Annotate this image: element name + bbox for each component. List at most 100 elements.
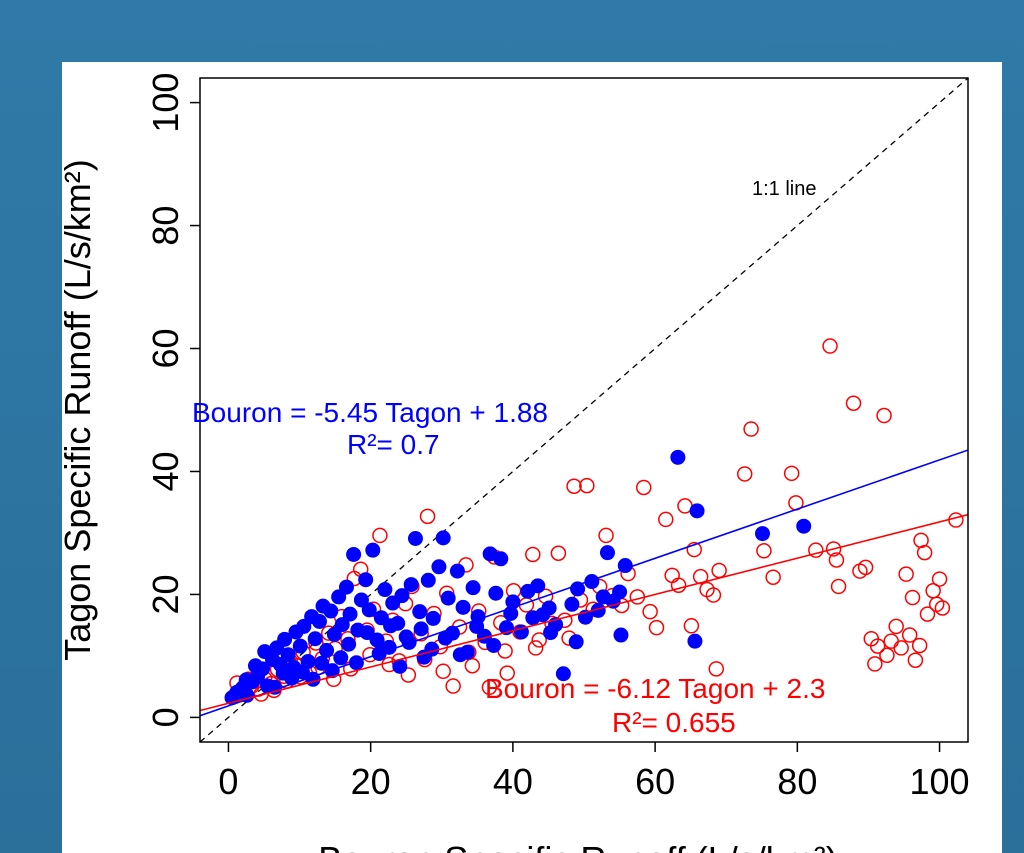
data-point — [307, 631, 323, 647]
data-point — [689, 503, 705, 519]
data-point — [566, 478, 582, 494]
data-point — [413, 621, 429, 637]
data-point — [664, 567, 680, 584]
fit-line-red — [200, 513, 968, 712]
series-blue — [224, 449, 812, 706]
x-tick-label: 0 — [218, 761, 238, 802]
data-point — [825, 541, 842, 557]
data-point — [869, 638, 886, 654]
data-point — [670, 449, 686, 465]
data-point — [353, 592, 369, 608]
data-point — [934, 600, 951, 616]
data-point — [400, 667, 417, 683]
x-axis: 0 20 40 60 80 100 — [218, 742, 970, 802]
data-point — [904, 589, 921, 606]
data-point — [613, 627, 629, 643]
data-point — [530, 578, 546, 594]
data-point — [683, 618, 700, 634]
data-point — [403, 577, 419, 593]
data-point — [867, 656, 883, 672]
data-point — [419, 508, 436, 525]
data-point — [876, 407, 892, 424]
data-point — [238, 672, 254, 688]
data-point — [247, 658, 263, 674]
y-tick-label: 20 — [145, 574, 186, 614]
data-point — [830, 578, 847, 595]
data-point — [584, 574, 600, 590]
data-point — [319, 642, 335, 658]
x-tick-label: 80 — [777, 761, 817, 802]
data-point — [525, 610, 541, 626]
data-point — [365, 542, 381, 558]
data-point — [372, 527, 388, 544]
data-point — [808, 542, 824, 558]
data-point — [455, 599, 471, 615]
data-point — [435, 530, 451, 546]
data-point — [648, 619, 665, 636]
data-point — [711, 562, 727, 579]
data-point — [280, 647, 296, 663]
data-point — [845, 395, 862, 411]
data-point — [277, 631, 293, 647]
data-point — [481, 679, 498, 696]
data-point — [341, 636, 357, 652]
data-point — [743, 421, 759, 437]
data-point — [377, 582, 393, 598]
data-point — [449, 563, 465, 579]
data-point — [435, 663, 451, 680]
data-point — [756, 543, 772, 559]
data-point — [635, 479, 652, 496]
data-point — [452, 647, 468, 663]
data-point — [893, 640, 909, 656]
red-fit-r2: R²= 0.655 — [612, 707, 736, 738]
data-point — [326, 626, 342, 642]
data-point — [338, 579, 354, 595]
y-tick-label: 60 — [145, 328, 186, 368]
plot-frame — [199, 77, 969, 743]
data-point — [358, 572, 374, 588]
data-point — [334, 617, 350, 633]
data-point — [348, 655, 364, 671]
data-point — [599, 545, 615, 561]
data-point — [527, 640, 544, 656]
data-point — [361, 602, 377, 618]
data-point — [531, 632, 547, 648]
data-point — [465, 580, 481, 596]
data-point — [931, 571, 948, 587]
data-point — [642, 603, 658, 620]
y-tick-label: 40 — [145, 451, 186, 491]
data-point — [464, 658, 481, 674]
data-point — [907, 652, 924, 668]
data-point — [612, 584, 628, 600]
data-point — [796, 518, 812, 534]
data-point — [916, 544, 933, 561]
data-point — [658, 511, 674, 528]
chart-panel: 0 20 40 60 80 100 0 20 40 60 80 100 Tagon Specific… — [62, 62, 1002, 853]
data-point — [570, 581, 586, 597]
data-point — [486, 637, 502, 653]
blue-fit-equation: Bouron = -5.45 Tagon + 1.88 — [192, 397, 548, 428]
data-point — [525, 546, 541, 563]
data-point — [401, 634, 417, 650]
data-point — [440, 590, 456, 606]
data-point — [765, 569, 781, 585]
data-point — [857, 559, 874, 576]
data-point — [550, 545, 567, 562]
data-point — [705, 587, 722, 603]
blue-fit-r2: R²= 0.7 — [347, 429, 440, 460]
scatter-chart: 0 20 40 60 80 100 0 20 40 60 80 100 Tagon Specific… — [62, 73, 970, 853]
data-point — [493, 551, 509, 567]
data-point — [296, 618, 312, 634]
data-point — [346, 546, 362, 562]
y-axis: 0 20 40 60 80 100 — [145, 73, 200, 727]
data-point — [687, 633, 703, 649]
data-point — [828, 552, 845, 568]
red-fit-equation: Bouron = -6.12 Tagon + 2.3 — [485, 673, 825, 704]
data-point — [736, 466, 753, 482]
data-point — [568, 634, 584, 650]
data-point — [499, 665, 515, 681]
x-axis-title: Bouron Specific Runoff (L/s/km²) — [318, 839, 838, 853]
x-tick-label: 60 — [635, 761, 675, 802]
data-point — [445, 678, 461, 694]
data-point — [488, 585, 504, 601]
